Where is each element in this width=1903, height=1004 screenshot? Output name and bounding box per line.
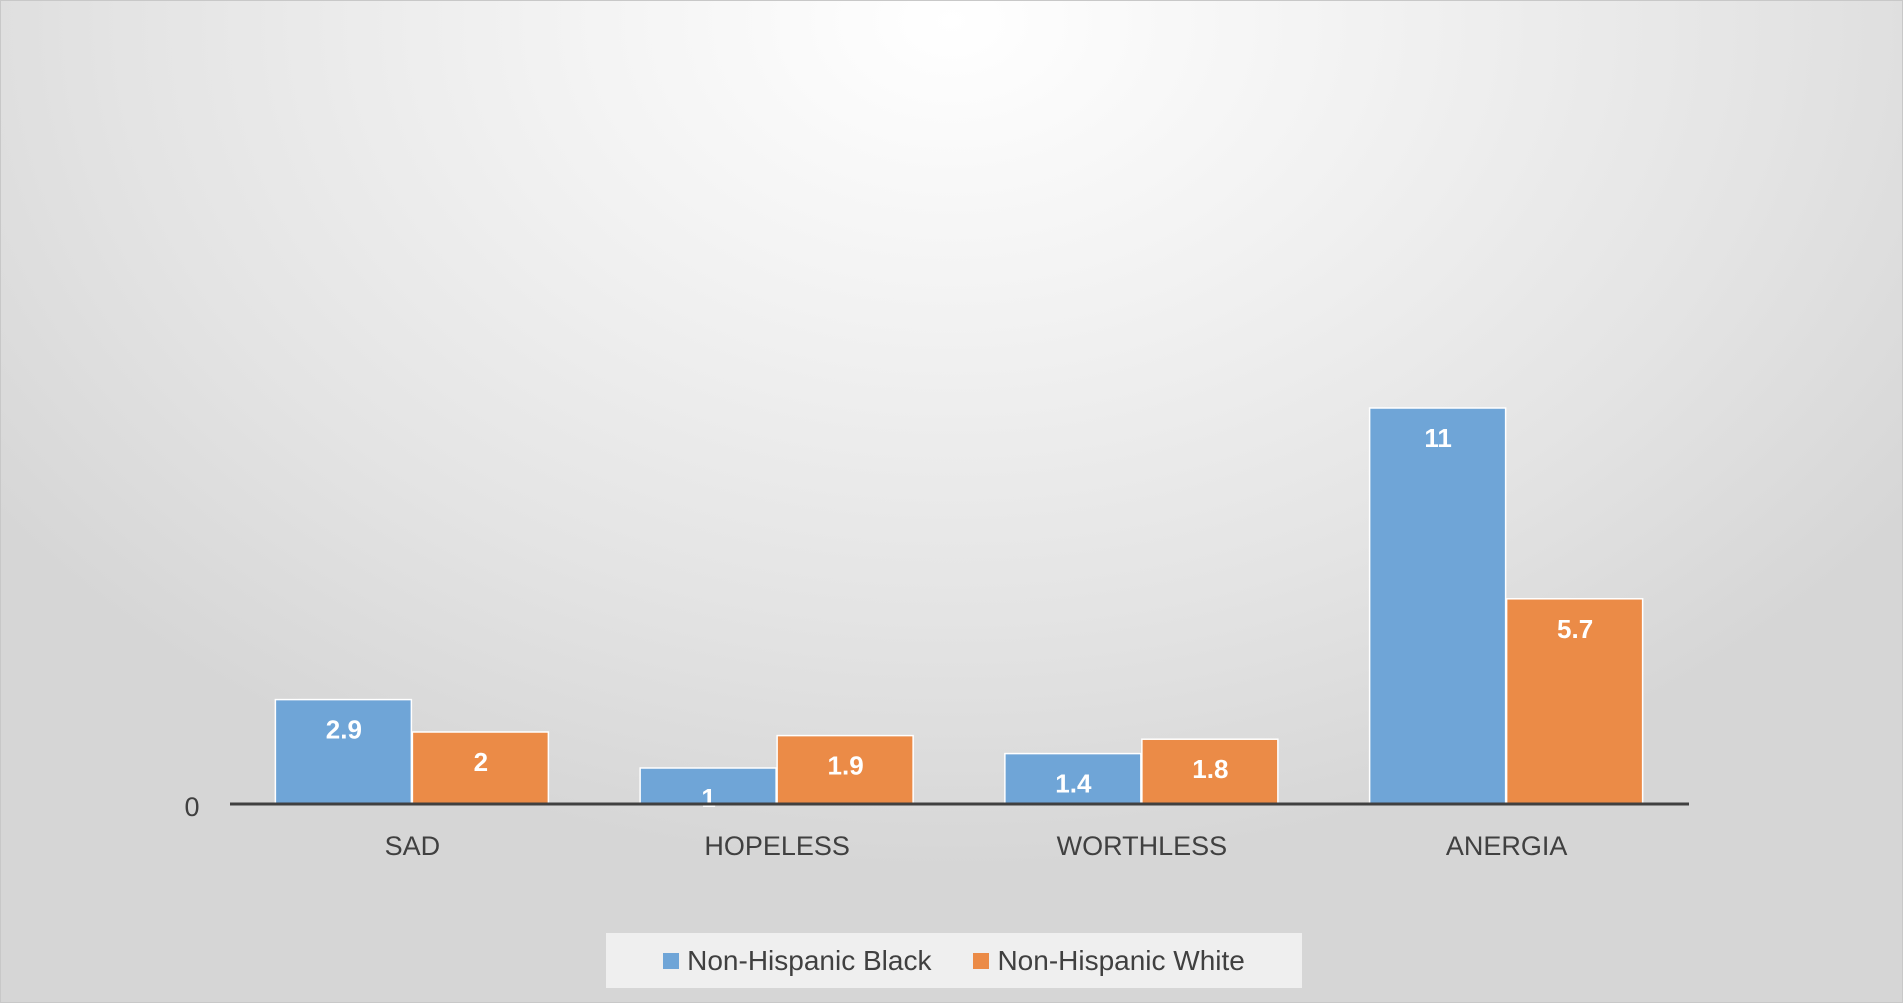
bar-non-hispanic-black-sad bbox=[274, 698, 413, 805]
x-tick-label-anergia: ANERGIA bbox=[1446, 831, 1568, 861]
bar-non-hispanic-white-sad bbox=[411, 731, 550, 805]
bar-non-hispanic-black-anergia bbox=[1368, 407, 1507, 805]
legend-swatch-non-hispanic-white bbox=[973, 952, 990, 969]
data-label-non-hispanic-black-sad: 2.9 bbox=[326, 715, 362, 745]
y-tick-label-0: 0 bbox=[184, 792, 199, 822]
legend-label-non-hispanic-white: Non-Hispanic White bbox=[997, 944, 1245, 976]
legend: Non-Hispanic Black Non-Hispanic White bbox=[606, 933, 1302, 988]
bar-non-hispanic-white-hopeless bbox=[776, 734, 914, 805]
data-label-non-hispanic-black-hopeless: 1 bbox=[701, 783, 715, 813]
legend-item-non-hispanic-black: Non-Hispanic Black bbox=[663, 945, 931, 977]
legend-swatch-non-hispanic-black bbox=[663, 952, 680, 969]
data-label-non-hispanic-white-sad: 2 bbox=[474, 747, 488, 777]
data-label-non-hispanic-black-anergia: 11 bbox=[1424, 423, 1452, 453]
legend-label-non-hispanic-black: Non-Hispanic Black bbox=[687, 944, 932, 976]
x-tick-label-sad: SAD bbox=[385, 831, 441, 861]
data-label-non-hispanic-white-anergia: 5.7 bbox=[1557, 614, 1593, 644]
bar-non-hispanic-white-worthless bbox=[1141, 738, 1279, 805]
data-label-non-hispanic-black-worthless: 1.4 bbox=[1055, 769, 1092, 799]
data-label-non-hispanic-white-worthless: 1.8 bbox=[1192, 754, 1228, 784]
legend-item-non-hispanic-white: Non-Hispanic White bbox=[973, 944, 1245, 977]
data-label-non-hispanic-white-hopeless: 1.9 bbox=[828, 751, 864, 781]
x-tick-label-hopeless: HOPELESS bbox=[704, 831, 850, 861]
x-tick-label-worthless: WORTHLESS bbox=[1057, 831, 1228, 861]
